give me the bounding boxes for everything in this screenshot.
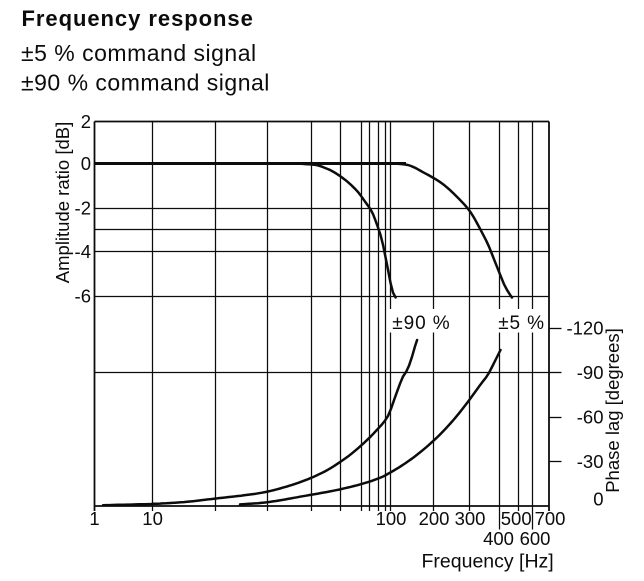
svg-text:2: 2 bbox=[81, 111, 91, 132]
svg-text:±5 % command signal: ±5 % command signal bbox=[21, 40, 257, 66]
svg-text:400: 400 bbox=[483, 528, 514, 549]
svg-text:1: 1 bbox=[89, 508, 99, 529]
svg-text:±90 %: ±90 % bbox=[392, 313, 450, 334]
svg-text:Amplitude ratio [dB]: Amplitude ratio [dB] bbox=[52, 122, 73, 283]
svg-text:-60: -60 bbox=[577, 407, 604, 428]
svg-text:-2: -2 bbox=[75, 198, 91, 219]
svg-text:600: 600 bbox=[520, 528, 551, 549]
svg-text:±90 % command signal: ±90 % command signal bbox=[21, 70, 270, 96]
svg-text:-120: -120 bbox=[566, 318, 603, 339]
svg-text:Phase lag [degrees]: Phase lag [degrees] bbox=[602, 328, 623, 493]
svg-text:-30: -30 bbox=[577, 451, 604, 472]
svg-text:500: 500 bbox=[501, 508, 532, 529]
svg-text:±5 %: ±5 % bbox=[498, 313, 545, 334]
svg-text:0: 0 bbox=[81, 153, 91, 174]
svg-text:700: 700 bbox=[535, 508, 566, 529]
svg-text:Frequency [Hz]: Frequency [Hz] bbox=[422, 551, 554, 573]
svg-text:-6: -6 bbox=[75, 286, 91, 307]
svg-text:Frequency response: Frequency response bbox=[22, 6, 254, 31]
svg-text:-4: -4 bbox=[75, 241, 91, 262]
svg-text:300: 300 bbox=[455, 508, 486, 529]
svg-text:-90: -90 bbox=[577, 362, 604, 383]
svg-text:200: 200 bbox=[419, 508, 450, 529]
svg-text:100: 100 bbox=[376, 508, 407, 529]
svg-text:10: 10 bbox=[142, 508, 163, 529]
svg-text:0: 0 bbox=[593, 489, 603, 510]
